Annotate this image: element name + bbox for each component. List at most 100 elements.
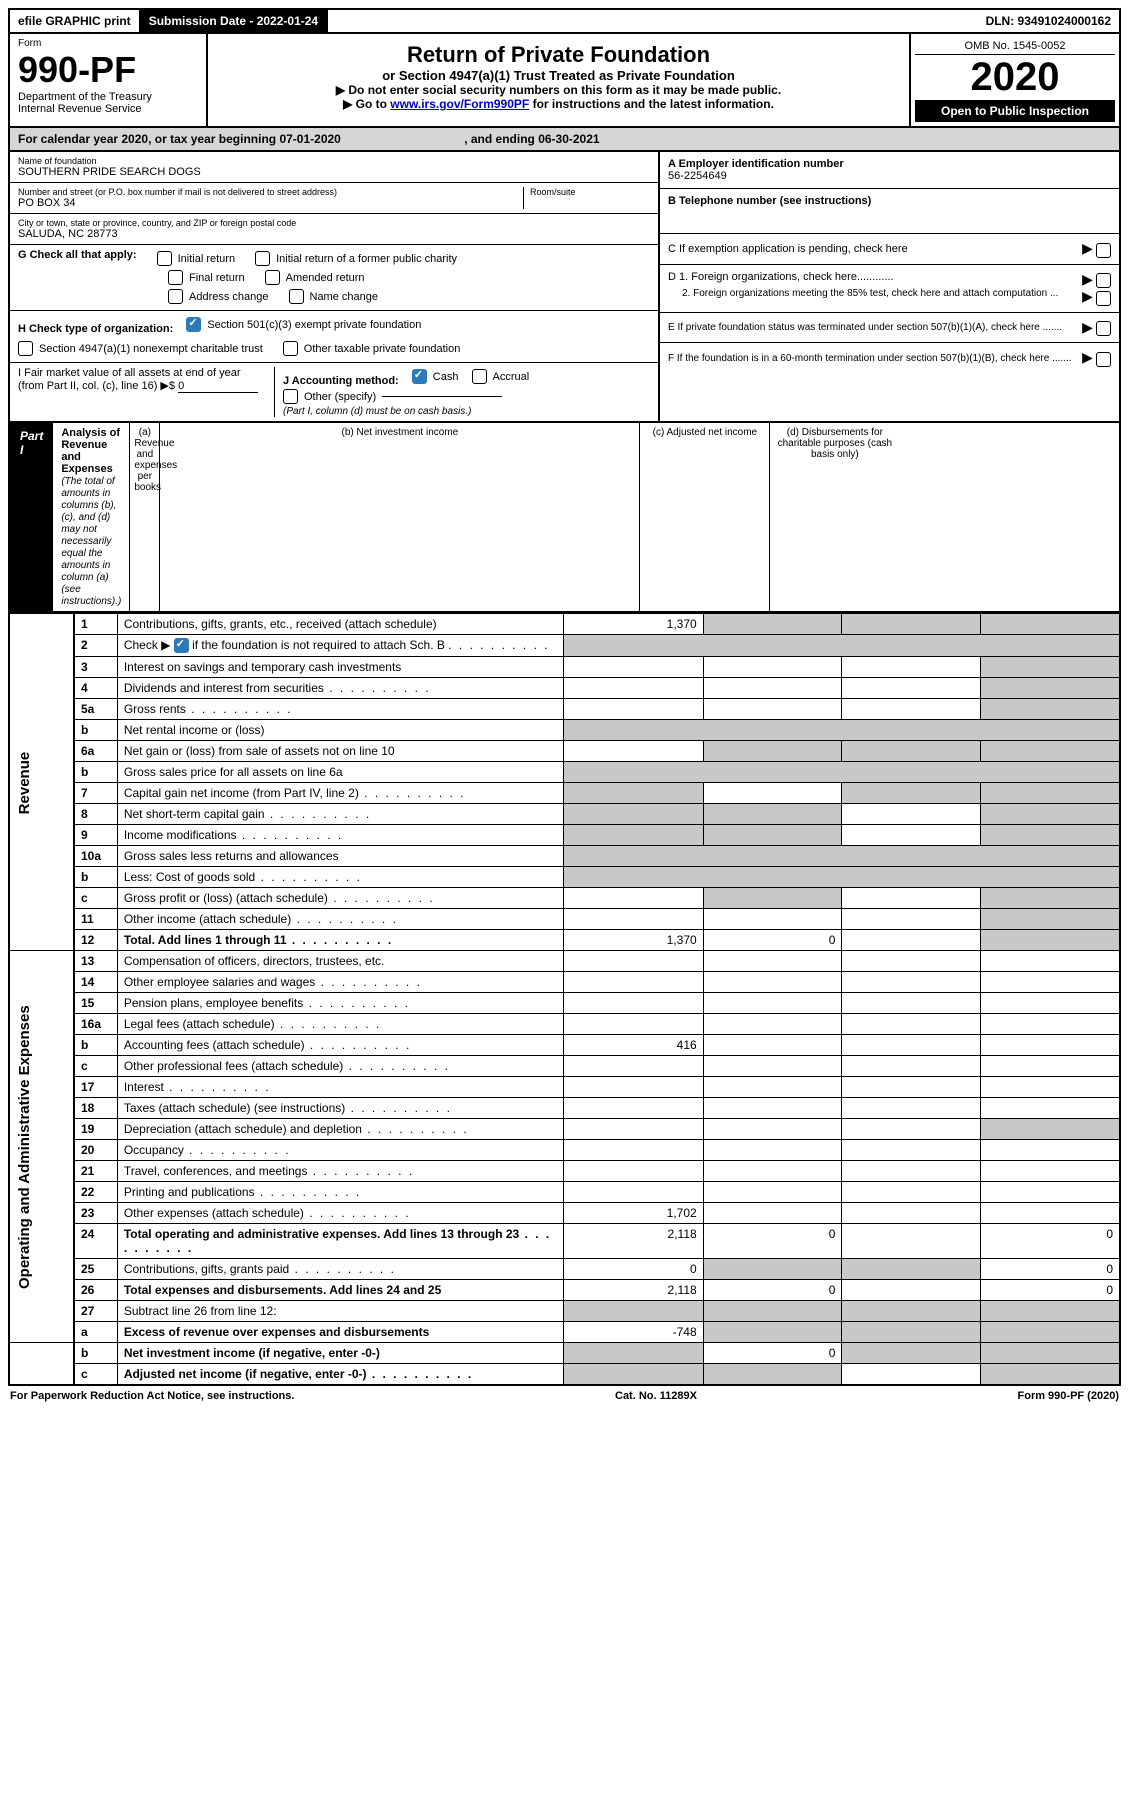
tax-year: 2020	[915, 55, 1115, 100]
header-right: OMB No. 1545-0052 2020 Open to Public In…	[911, 34, 1119, 126]
form-label: Form	[18, 38, 198, 49]
part1-title: Analysis of Revenue and Expenses	[61, 427, 120, 475]
form-header: Form 990-PF Department of the Treasury I…	[8, 34, 1121, 128]
table-row: Operating and Administrative Expenses 13…	[9, 951, 1120, 972]
instr2-pre: ▶ Go to	[343, 97, 390, 111]
f-checkbox[interactable]	[1096, 352, 1111, 367]
e-label: E If private foundation status was termi…	[668, 322, 1062, 333]
efile-topbar: efile GRAPHIC print Submission Date - 20…	[8, 8, 1121, 34]
form-title: Return of Private Foundation	[216, 42, 901, 68]
page-footer: For Paperwork Reduction Act Notice, see …	[8, 1386, 1121, 1406]
j-cash[interactable]: Cash	[412, 367, 459, 386]
section-b: B Telephone number (see instructions)	[660, 189, 1119, 234]
g-address-change[interactable]: Address change	[168, 287, 269, 306]
g-amended-return[interactable]: Amended return	[265, 268, 365, 287]
dept-line2: Internal Revenue Service	[18, 103, 198, 115]
instr-1: ▶ Do not enter social security numbers o…	[216, 83, 901, 97]
section-f: F If the foundation is in a 60-month ter…	[660, 343, 1119, 373]
section-c: C If exemption application is pending, c…	[660, 234, 1119, 265]
sch-b-checkbox[interactable]	[174, 638, 189, 653]
room-label: Room/suite	[530, 187, 650, 197]
table-row: 22Printing and publications	[9, 1182, 1120, 1203]
footer-right: Form 990-PF (2020)	[1018, 1390, 1119, 1402]
table-row: 18Taxes (attach schedule) (see instructi…	[9, 1098, 1120, 1119]
d1-label: D 1. Foreign organizations, check here..…	[668, 271, 894, 289]
footer-left: For Paperwork Reduction Act Notice, see …	[10, 1390, 294, 1402]
table-row: bLess: Cost of goods sold	[9, 867, 1120, 888]
table-row: 23Other expenses (attach schedule)1,702	[9, 1203, 1120, 1224]
table-row: bNet investment income (if negative, ent…	[9, 1343, 1120, 1364]
section-d: D 1. Foreign organizations, check here..…	[660, 265, 1119, 313]
form-subtitle: or Section 4947(a)(1) Trust Treated as P…	[216, 68, 901, 83]
g-initial-return[interactable]: Initial return	[157, 249, 235, 268]
table-row: 9Income modifications	[9, 825, 1120, 846]
revenue-side-label: Revenue	[9, 614, 74, 951]
submission-date: Submission Date - 2022-01-24	[141, 10, 328, 32]
g-final-return[interactable]: Final return	[168, 268, 245, 287]
entity-left: Name of foundation SOUTHERN PRIDE SEARCH…	[10, 152, 660, 421]
section-g: G Check all that apply: Initial return I…	[10, 245, 658, 311]
table-row: 5aGross rents	[9, 699, 1120, 720]
omb-number: OMB No. 1545-0052	[915, 38, 1115, 55]
table-row: 27Subtract line 26 from line 12:	[9, 1301, 1120, 1322]
col-a-header: (a) Revenue and expenses per books	[129, 423, 159, 611]
header-left: Form 990-PF Department of the Treasury I…	[10, 34, 208, 126]
h-other-taxable[interactable]: Other taxable private foundation	[283, 339, 461, 358]
expenses-side-label: Operating and Administrative Expenses	[9, 951, 74, 1343]
addr-cell: Number and street (or P.O. box number if…	[10, 183, 658, 214]
instr-2: ▶ Go to www.irs.gov/Form990PF for instru…	[216, 97, 901, 111]
table-row: 15Pension plans, employee benefits	[9, 993, 1120, 1014]
h-4947[interactable]: Section 4947(a)(1) nonexempt charitable …	[18, 339, 263, 358]
h-501c3[interactable]: Section 501(c)(3) exempt private foundat…	[186, 315, 421, 334]
e-checkbox[interactable]	[1096, 321, 1111, 336]
cal-mid: , and ending	[464, 132, 538, 146]
f-label: F If the foundation is in a 60-month ter…	[668, 353, 1072, 364]
table-row: 4Dividends and interest from securities	[9, 678, 1120, 699]
j-note: (Part I, column (d) must be on cash basi…	[283, 406, 650, 417]
j-accrual[interactable]: Accrual	[472, 367, 530, 386]
part1-cols: (a) Revenue and expenses per books (b) N…	[129, 423, 1129, 611]
entity-info: Name of foundation SOUTHERN PRIDE SEARCH…	[8, 152, 1121, 423]
table-row: Revenue 1 Contributions, gifts, grants, …	[9, 614, 1120, 635]
calendar-year-row: For calendar year 2020, or tax year begi…	[8, 128, 1121, 152]
g-name-change[interactable]: Name change	[289, 287, 379, 306]
part1-table: Revenue 1 Contributions, gifts, grants, …	[8, 613, 1121, 1386]
table-row: 11Other income (attach schedule)	[9, 909, 1120, 930]
table-row: cGross profit or (loss) (attach schedule…	[9, 888, 1120, 909]
cal-pre: For calendar year 2020, or tax year begi…	[18, 132, 279, 146]
table-row: cOther professional fees (attach schedul…	[9, 1056, 1120, 1077]
col-b-header: (b) Net investment income	[159, 423, 639, 611]
table-row: 17Interest	[9, 1077, 1120, 1098]
col-c-header: (c) Adjusted net income	[639, 423, 769, 611]
j-other[interactable]: Other (specify)	[283, 387, 650, 406]
table-row: 21Travel, conferences, and meetings	[9, 1161, 1120, 1182]
dept-line1: Department of the Treasury	[18, 91, 198, 103]
foundation-city: SALUDA, NC 28773	[18, 228, 650, 240]
foundation-name: SOUTHERN PRIDE SEARCH DOGS	[18, 166, 650, 178]
table-row: 6aNet gain or (loss) from sale of assets…	[9, 741, 1120, 762]
table-row: 20Occupancy	[9, 1140, 1120, 1161]
col-d-header: (d) Disbursements for charitable purpose…	[769, 423, 899, 611]
c-label: C If exemption application is pending, c…	[668, 243, 908, 255]
g-initial-former[interactable]: Initial return of a former public charit…	[255, 249, 457, 268]
open-to-public: Open to Public Inspection	[915, 100, 1115, 122]
d1-checkbox[interactable]	[1096, 273, 1111, 288]
table-row: bGross sales price for all assets on lin…	[9, 762, 1120, 783]
table-row: 14Other employee salaries and wages	[9, 972, 1120, 993]
footer-mid: Cat. No. 11289X	[615, 1390, 697, 1402]
table-row: 19Depreciation (attach schedule) and dep…	[9, 1119, 1120, 1140]
city-label: City or town, state or province, country…	[18, 218, 650, 228]
form-link[interactable]: www.irs.gov/Form990PF	[390, 97, 529, 111]
section-i-j: I Fair market value of all assets at end…	[10, 363, 658, 421]
part1-label: Part I	[10, 423, 53, 611]
c-checkbox[interactable]	[1096, 243, 1111, 258]
efile-print-label[interactable]: efile GRAPHIC print	[10, 10, 141, 32]
instr2-post: for instructions and the latest informat…	[533, 97, 774, 111]
name-cell: Name of foundation SOUTHERN PRIDE SEARCH…	[10, 152, 658, 183]
form-number: 990-PF	[18, 49, 198, 91]
city-cell: City or town, state or province, country…	[10, 214, 658, 245]
h-label: H Check type of organization:	[18, 323, 173, 335]
g-label: G Check all that apply:	[18, 249, 137, 268]
d2-checkbox[interactable]	[1096, 291, 1111, 306]
cal-begin: 07-01-2020	[279, 132, 340, 146]
